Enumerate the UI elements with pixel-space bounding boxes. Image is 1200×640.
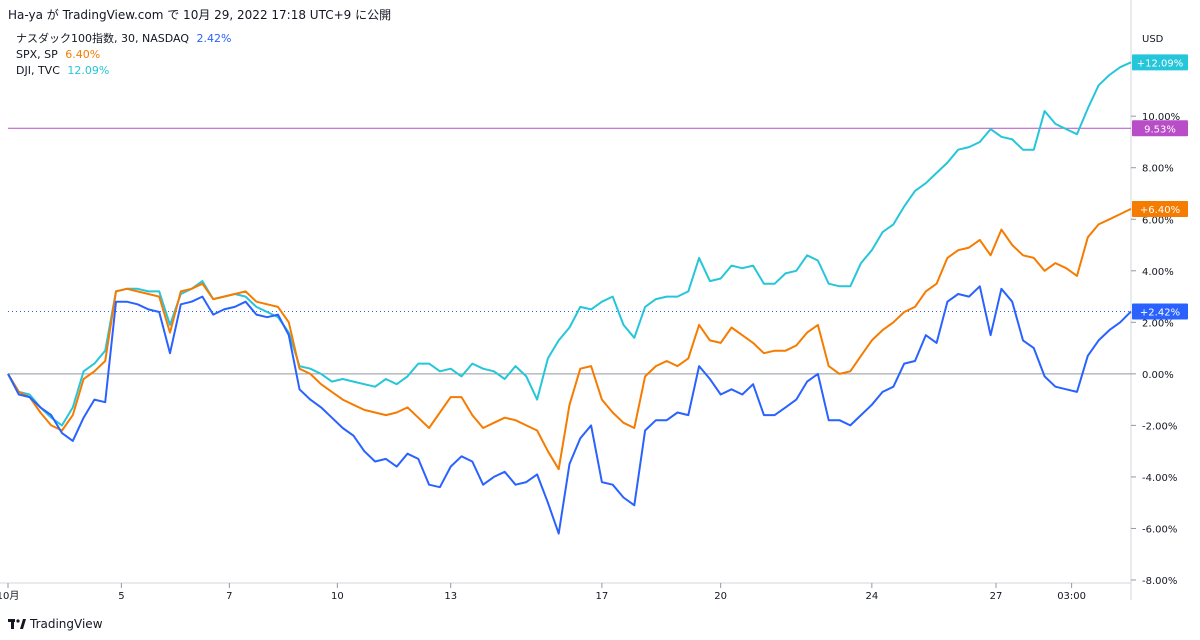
publish-header: Ha-ya が TradingView.com で 10月 29, 2022 1… bbox=[8, 8, 392, 22]
last-value-tag-nasdaq100 bbox=[1132, 303, 1188, 320]
legend-name: SPX, SP bbox=[16, 48, 58, 61]
last-value-tag-dji-label: +12.09% bbox=[1137, 58, 1184, 69]
legend-value: 12.09% bbox=[67, 64, 110, 77]
y-tick-label: 8.00% bbox=[1142, 164, 1174, 175]
last-value-tag-nasdaq100-label: +2.42% bbox=[1140, 308, 1180, 319]
y-tick-label: -8.00% bbox=[1142, 576, 1177, 587]
last-value-tag-dji bbox=[1132, 54, 1188, 71]
x-tick-label: 10月 bbox=[0, 590, 19, 602]
x-tick-label: 17 bbox=[596, 591, 609, 602]
last-value-tag-spx bbox=[1132, 200, 1188, 217]
legend-item-dji[interactable]: DJI, TVC 12.09% bbox=[16, 63, 231, 79]
y-tick-label: 2.00% bbox=[1142, 318, 1174, 329]
x-tick-label: 03:00 bbox=[1057, 591, 1086, 602]
x-tick-label: 24 bbox=[865, 591, 878, 602]
footer-brand: TradingView bbox=[8, 617, 103, 631]
x-tick-label: 10 bbox=[331, 591, 344, 602]
legend-item-nasdaq100[interactable]: ナスダック100指数, 30, NASDAQ 2.42% bbox=[16, 31, 231, 47]
reference-line-price-tag-label: 9.53% bbox=[1144, 124, 1176, 135]
series-line-spx[interactable] bbox=[7, 207, 1132, 471]
legend-item-spx[interactable]: SPX, SP 6.40% bbox=[16, 47, 231, 63]
y-tick-label: -2.00% bbox=[1142, 421, 1177, 432]
x-tick-label: 13 bbox=[444, 591, 457, 602]
reference-line-price-tag bbox=[1132, 120, 1188, 137]
x-tick-label: 27 bbox=[990, 591, 1003, 602]
price-axis-unit: USD bbox=[1142, 34, 1164, 45]
x-tick-label: 5 bbox=[118, 591, 124, 602]
last-value-tag-spx-label: +6.40% bbox=[1140, 205, 1180, 216]
footer-brand-label: TradingView bbox=[30, 617, 103, 631]
legend-value: 6.40% bbox=[65, 48, 101, 61]
legend-name: ナスダック100指数, 30, NASDAQ bbox=[16, 32, 189, 45]
x-tick-label: 7 bbox=[226, 591, 232, 602]
chart-legend: ナスダック100指数, 30, NASDAQ 2.42% SPX, SP 6.4… bbox=[16, 31, 231, 79]
y-tick-label: 6.00% bbox=[1142, 215, 1174, 226]
legend-name: DJI, TVC bbox=[16, 64, 60, 77]
y-tick-label: 10.00% bbox=[1142, 112, 1180, 123]
y-tick-label: -4.00% bbox=[1142, 473, 1177, 484]
tradingview-logo-icon bbox=[8, 619, 26, 629]
x-tick-label: 20 bbox=[714, 591, 727, 602]
y-tick-label: 4.00% bbox=[1142, 267, 1174, 278]
y-tick-label: -6.00% bbox=[1142, 524, 1177, 535]
legend-value: 2.42% bbox=[196, 32, 232, 45]
series-line-dji[interactable] bbox=[7, 61, 1132, 427]
y-tick-label: 0.00% bbox=[1142, 370, 1174, 381]
series-line-nasdaq100[interactable] bbox=[7, 285, 1132, 535]
